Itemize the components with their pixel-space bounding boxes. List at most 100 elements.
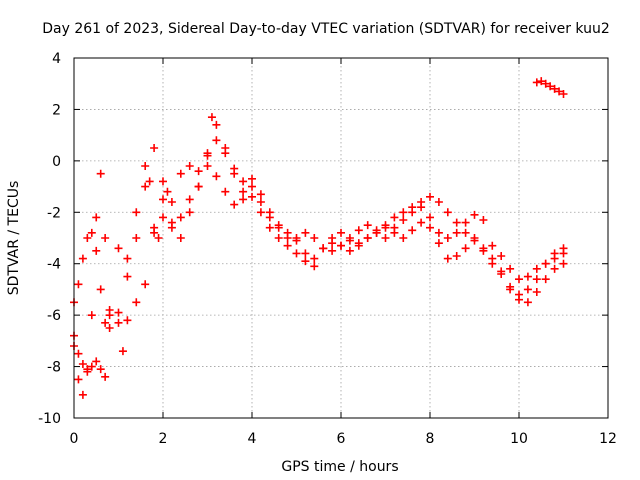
data-point: [194, 167, 203, 176]
data-point: [328, 246, 337, 255]
data-point: [559, 259, 568, 268]
data-point: [523, 285, 532, 294]
x-tick-label: 12: [599, 431, 617, 447]
x-tick-label: 0: [70, 431, 79, 447]
x-tick-label: 6: [337, 431, 346, 447]
data-point: [301, 228, 310, 237]
data-point: [274, 234, 283, 242]
data-point: [256, 190, 265, 199]
data-point: [550, 249, 559, 258]
data-point: [515, 290, 523, 299]
data-point: [408, 226, 417, 235]
data-point: [532, 288, 541, 296]
data-point: [559, 90, 568, 98]
data-point: [515, 275, 523, 284]
data-point: [167, 218, 176, 227]
data-point: [87, 228, 96, 237]
data-point: [101, 372, 110, 381]
data-point: [132, 298, 141, 307]
data-point: [83, 365, 92, 374]
chart-title: Day 261 of 2023, Sidereal Day-to-day VTE…: [42, 21, 610, 37]
data-point: [123, 316, 132, 325]
data-point: [87, 362, 96, 371]
data-point: [230, 169, 239, 178]
series-trace-1: [70, 113, 568, 327]
data-point: [159, 213, 167, 222]
data-point: [78, 254, 87, 263]
data-point: [523, 272, 532, 281]
data-point: [381, 221, 390, 230]
data-point: [248, 174, 256, 183]
data-point: [159, 177, 167, 186]
data-point: [390, 228, 399, 237]
data-point: [470, 210, 479, 219]
data-point: [452, 252, 461, 260]
data-point: [176, 169, 185, 178]
x-tick-label: 10: [510, 431, 528, 447]
data-point: [185, 162, 194, 170]
y-tick-label: -4: [47, 257, 61, 273]
data-point: [167, 198, 176, 206]
data-point: [555, 87, 564, 96]
data-point: [292, 234, 301, 242]
data-point: [78, 390, 87, 399]
data-point: [194, 182, 203, 191]
data-point: [265, 223, 274, 232]
data-point: [207, 113, 216, 122]
data-point: [92, 357, 101, 366]
data-point: [559, 244, 568, 253]
data-point: [461, 228, 470, 237]
data-point: [239, 187, 248, 196]
y-tick-label: -8: [47, 360, 61, 376]
data-point: [118, 347, 127, 356]
data-point: [426, 223, 434, 232]
data-point: [123, 272, 132, 281]
data-point: [185, 195, 194, 204]
data-point: [310, 234, 319, 242]
data-point: [434, 228, 443, 237]
data-point: [74, 280, 83, 289]
data-point: [114, 244, 123, 253]
data-point: [399, 208, 408, 217]
data-point: [301, 257, 310, 266]
data-point: [96, 285, 105, 294]
data-point: [185, 208, 194, 217]
data-point: [132, 234, 141, 242]
data-point: [141, 182, 150, 191]
data-point: [96, 365, 105, 374]
data-point: [523, 298, 532, 307]
data-point: [87, 311, 96, 320]
data-point: [541, 79, 550, 88]
data-point: [239, 177, 248, 186]
data-point: [337, 241, 345, 250]
data-point: [443, 208, 452, 217]
data-point: [408, 208, 417, 217]
data-point: [256, 198, 265, 206]
series-trace-4: [532, 77, 568, 98]
axes: 0 2 4 6 8 10 12 -10 -8 -6 -4 -2 0 2 4: [38, 51, 617, 447]
data-point: [101, 234, 110, 242]
data-point: [105, 324, 114, 332]
data-point: [212, 172, 221, 181]
data-point: [239, 195, 248, 204]
data-point: [114, 318, 123, 327]
data-point: [497, 252, 506, 260]
data-point: [506, 264, 515, 273]
data-point: [434, 239, 443, 248]
data-point: [212, 136, 221, 145]
data-point: [221, 187, 230, 196]
data-point: [546, 82, 555, 91]
data-point: [221, 149, 230, 158]
data-point: [203, 162, 212, 170]
data-point: [159, 195, 167, 204]
data-point: [354, 241, 363, 250]
data-point: [145, 177, 154, 186]
data-point: [292, 249, 301, 258]
data-point: [256, 208, 265, 217]
data-point: [74, 375, 83, 384]
x-tick-label: 4: [248, 431, 257, 447]
series-trace-3: [70, 136, 568, 381]
data-point: [345, 246, 354, 255]
data-point: [92, 213, 101, 222]
